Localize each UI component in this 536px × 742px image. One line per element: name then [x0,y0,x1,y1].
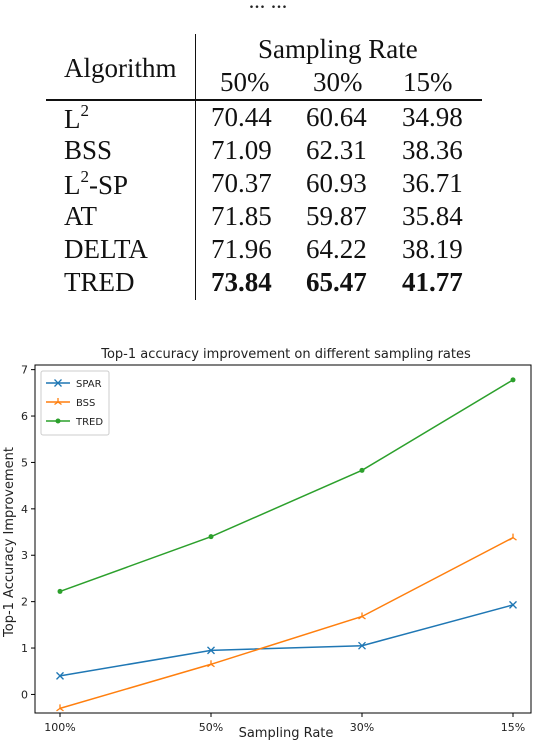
axes-frame: 0 1 2 3 4 5 6 7 100% 50% 30% 15% [21,364,532,734]
row-value: 59.87 [306,201,367,231]
row-value: 34.98 [402,102,463,132]
series-line [59,604,514,677]
x-tick-label: 50% [199,721,223,734]
y-tick-label: 2 [21,596,28,609]
vertical-rule [195,34,196,300]
series-line [59,536,514,710]
row-value: 35.84 [402,201,463,231]
y-tick-label: 1 [21,642,28,655]
legend-item-tred: TRED [46,417,103,428]
x-marker [54,379,62,387]
subheader-50: 50% [220,67,270,97]
x-marker [207,646,215,655]
header-rule [46,99,482,101]
plot-frame [34,364,532,714]
row-value: 71.96 [211,234,272,264]
tri-marker [509,533,517,541]
cropped-text-line: ... ... [248,0,288,13]
row-value: 70.37 [211,168,272,198]
y-tick-label: 5 [21,456,28,469]
dot-marker [208,534,214,540]
legend-item-bss: BSS [46,398,95,409]
legend-label: SPAR [76,379,102,390]
y-tick-label: 4 [21,503,28,516]
legend-item-spar: SPAR [46,379,102,390]
tri-marker [358,612,366,620]
tri-marker [207,660,215,668]
row-name: L2-SP [64,167,129,200]
row-value: 73.84 [211,267,272,297]
results-table: Algorithm Sampling Rate 50% 30% 15% L2 7… [0,0,536,310]
x-axis-label: Sampling Rate [239,726,334,741]
row-name: AT [64,201,97,231]
row-value: 38.36 [402,135,463,165]
series-layer [56,377,517,712]
subheader-30: 30% [313,67,363,97]
dot-marker [55,418,61,424]
tri-marker [56,704,64,712]
row-value: 64.22 [306,234,367,264]
row-name: TRED [64,267,135,297]
row-name: DELTA [64,234,148,264]
row-value: 71.09 [211,135,272,165]
series-spar [56,600,517,680]
column-group-sampling-rate: Sampling Rate [258,34,418,64]
row-value: 38.19 [402,234,463,264]
x-tick-label: 100% [44,721,75,734]
y-tick-label: 3 [21,549,28,562]
x-marker [509,600,517,609]
series-tred [57,377,516,594]
legend: SPAR BSS TRED [40,370,110,436]
dot-marker [57,588,63,594]
series-line [59,379,514,593]
row-name: L2 [64,101,89,134]
legend-label: BSS [76,398,95,409]
dot-marker [510,377,516,383]
row-value: 65.47 [306,267,367,297]
y-axis-label: Top-1 Accuracy Improvement [2,447,17,638]
y-tick-label: 6 [21,410,28,423]
row-value: 60.64 [306,102,367,132]
x-tick-label: 15% [501,721,525,734]
series-bss [56,533,517,712]
column-header-algorithm: Algorithm [64,53,177,83]
row-value: 41.77 [402,267,463,297]
y-tick-label: 7 [21,364,28,377]
x-tick-label: 30% [350,721,374,734]
chart-title: Top-1 accuracy improvement on different … [100,347,471,362]
subheader-15: 15% [403,67,453,97]
tri-marker [54,398,62,406]
y-tick-label: 0 [21,688,28,701]
row-name: BSS [64,135,113,165]
row-value: 70.44 [211,102,272,132]
row-value: 60.93 [306,168,367,198]
dot-marker [359,467,365,473]
row-value: 62.31 [306,135,367,165]
x-marker [358,641,366,650]
x-marker [56,671,64,680]
accuracy-improvement-chart: Top-1 accuracy improvement on different … [2,347,532,741]
row-value: 71.85 [211,201,272,231]
row-value: 36.71 [402,168,463,198]
legend-label: TRED [75,417,103,428]
